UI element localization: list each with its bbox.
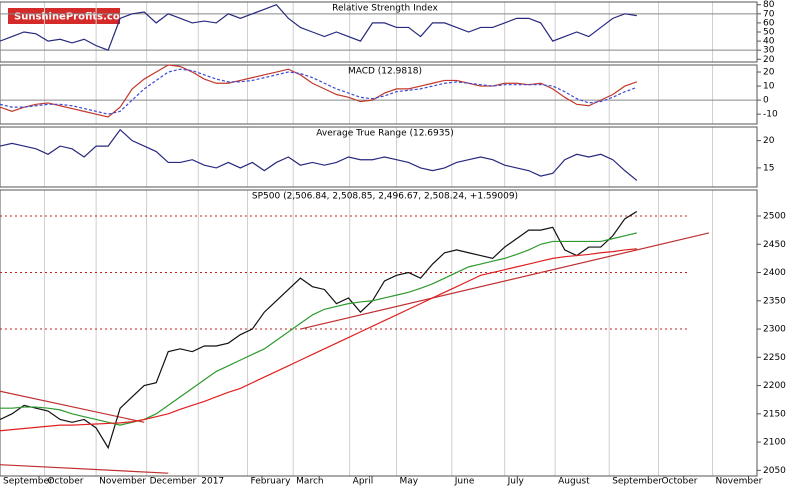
panel-frame (0, 189, 758, 477)
series-line (0, 4, 637, 51)
trend-line (300, 232, 710, 330)
y-tick-label: 30 (763, 46, 775, 56)
series-line (0, 128, 638, 181)
y-tick-label: 2250 (763, 353, 786, 363)
y-tick-label: 20 (763, 55, 775, 65)
trend-line (0, 464, 169, 474)
y-tick-label: 2100 (763, 438, 786, 448)
logo: SunshineProfits.com (14, 12, 130, 23)
y-tick-label: 2450 (763, 240, 786, 250)
y-tick-label: -10 (763, 110, 778, 120)
panel-frame (0, 64, 758, 125)
series-line (0, 232, 637, 426)
panel-title: Average True Range (12.6935) (316, 129, 453, 139)
x-tick-label: March (296, 477, 323, 486)
series-line (0, 248, 637, 432)
panel-title: SP500 (2,506.84, 2,508.85, 2,496.67, 2,5… (252, 192, 518, 202)
x-tick-label: September (612, 477, 662, 486)
x-tick-label: June (454, 477, 475, 486)
y-tick-label: 2200 (763, 381, 786, 391)
y-tick-label: 2500 (763, 212, 786, 222)
x-tick-label: July (507, 477, 525, 486)
x-tick-label: August (558, 477, 590, 486)
y-tick-label: 20 (763, 136, 775, 146)
x-tick-label: October (47, 477, 83, 486)
x-tick-label: September (3, 477, 53, 486)
x-tick-label: February (251, 477, 292, 486)
y-tick-label: 15 (763, 163, 774, 173)
y-tick-label: 2300 (763, 325, 786, 335)
y-tick-label: 0 (763, 96, 769, 106)
panel-title: MACD (12.9818) (348, 67, 422, 77)
y-tick-label: 60 (763, 18, 775, 28)
x-tick-label: November (716, 477, 763, 486)
series-line (0, 210, 638, 450)
x-tick-label: November (99, 477, 146, 486)
logo-box (8, 8, 120, 24)
x-tick-label: December (150, 477, 197, 486)
y-tick-label: 2400 (763, 268, 786, 278)
x-tick-label: 2017 (201, 477, 224, 486)
y-tick-label: 10 (763, 82, 775, 92)
panel-title: Relative Strength Index (332, 4, 438, 14)
y-tick-label: 2050 (763, 466, 786, 476)
y-tick-label: 2350 (763, 296, 786, 306)
y-tick-label: 40 (763, 37, 775, 47)
series-line (0, 68, 638, 115)
y-tick-label: 20 (763, 68, 775, 78)
y-tick-label: 2150 (763, 409, 786, 419)
y-tick-label: 50 (763, 28, 775, 38)
x-tick-label: May (400, 477, 419, 486)
y-tick-label: 70 (763, 9, 775, 19)
panel-frame (0, 126, 758, 188)
x-tick-label: April (353, 477, 374, 486)
y-tick-label: 80 (763, 0, 775, 10)
x-tick-label: October (661, 477, 697, 486)
trend-line (0, 390, 145, 423)
